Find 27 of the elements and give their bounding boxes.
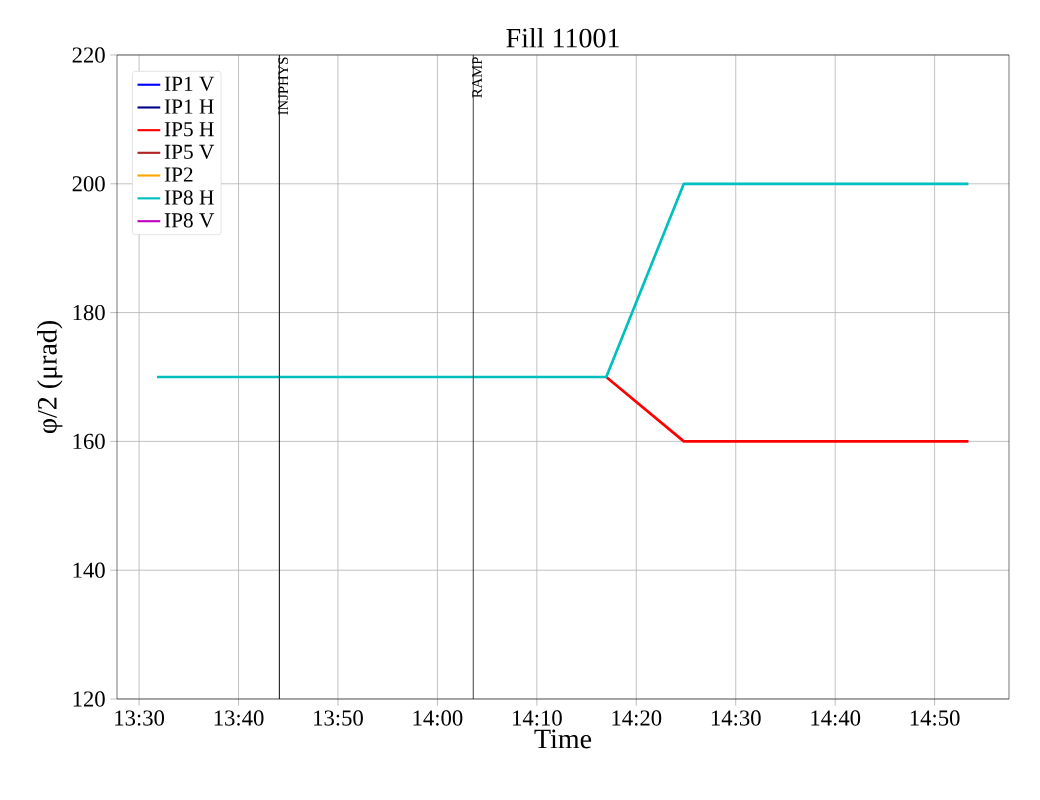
legend-label: IP5 V: [164, 144, 215, 160]
y-tick-label: 220: [72, 47, 105, 63]
ref-line-label: RAMP: [472, 57, 482, 98]
x-axis-title: Time: [534, 729, 592, 749]
x-tick-label: 13:50: [314, 710, 363, 726]
legend-label: IP1 H: [164, 99, 214, 114]
y-tick-label: 160: [73, 433, 105, 450]
x-tick-label: 14:10: [513, 710, 562, 726]
x-tick-label: 13:40: [214, 710, 264, 726]
x-tick-label: 13:30: [115, 710, 165, 726]
y-tick-label: 200: [72, 176, 105, 192]
y-axis-title: φ/2 (μrad): [37, 321, 63, 434]
x-tick-label: 14:30: [711, 710, 761, 726]
x-tick-label: 14:40: [811, 710, 861, 726]
chart-title: Fill 11001: [506, 27, 619, 48]
legend-label: IP1 V: [164, 76, 215, 92]
x-tick-label: 14:20: [612, 710, 662, 726]
y-tick-label: 120: [73, 691, 105, 707]
x-tick-label: 14:00: [413, 710, 463, 726]
legend-label: IP5 H: [164, 122, 214, 137]
legend-label: IP2: [164, 167, 193, 182]
y-tick-label: 140: [73, 562, 105, 578]
legend-label: IP8 H: [164, 190, 214, 205]
x-tick-label: 14:50: [910, 710, 960, 726]
legend-label: IP8 V: [164, 213, 215, 228]
y-tick-label: 180: [73, 304, 105, 321]
ref-line-label: INJPHYS: [278, 57, 289, 115]
